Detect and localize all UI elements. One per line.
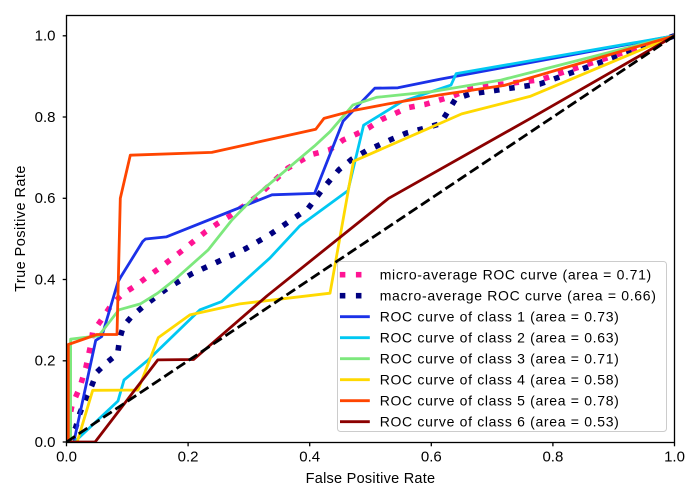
svg-text:True Positive Rate: True Positive Rate <box>13 165 29 292</box>
svg-text:0.6: 0.6 <box>35 190 56 207</box>
svg-text:ROC curve of class 2 (area = 0: ROC curve of class 2 (area = 0.63) <box>380 330 620 346</box>
svg-text:0.8: 0.8 <box>35 109 56 126</box>
svg-text:0.0: 0.0 <box>35 434 56 451</box>
svg-text:1.0: 1.0 <box>664 449 685 466</box>
svg-text:ROC curve of class 4 (area = 0: ROC curve of class 4 (area = 0.58) <box>380 372 620 388</box>
svg-text:macro-average ROC curve (area: macro-average ROC curve (area = 0.66) <box>380 288 657 304</box>
svg-text:0.4: 0.4 <box>299 449 320 466</box>
svg-text:ROC curve of class 6 (area = 0: ROC curve of class 6 (area = 0.53) <box>380 414 620 430</box>
svg-text:0.0: 0.0 <box>56 449 77 466</box>
svg-text:1.0: 1.0 <box>35 28 56 45</box>
svg-text:0.6: 0.6 <box>421 449 442 466</box>
svg-text:micro-average ROC curve (area: micro-average ROC curve (area = 0.71) <box>380 267 652 283</box>
svg-text:0.8: 0.8 <box>542 449 563 466</box>
svg-text:ROC curve of class 1 (area = 0: ROC curve of class 1 (area = 0.73) <box>380 309 620 325</box>
svg-text:0.2: 0.2 <box>178 449 199 466</box>
svg-text:ROC curve of class 5 (area = 0: ROC curve of class 5 (area = 0.78) <box>380 393 620 409</box>
svg-text:ROC curve of class 3 (area = 0: ROC curve of class 3 (area = 0.71) <box>380 351 620 367</box>
svg-text:False Positive Rate: False Positive Rate <box>306 471 436 487</box>
svg-text:0.2: 0.2 <box>35 353 56 370</box>
svg-text:0.4: 0.4 <box>35 271 56 288</box>
